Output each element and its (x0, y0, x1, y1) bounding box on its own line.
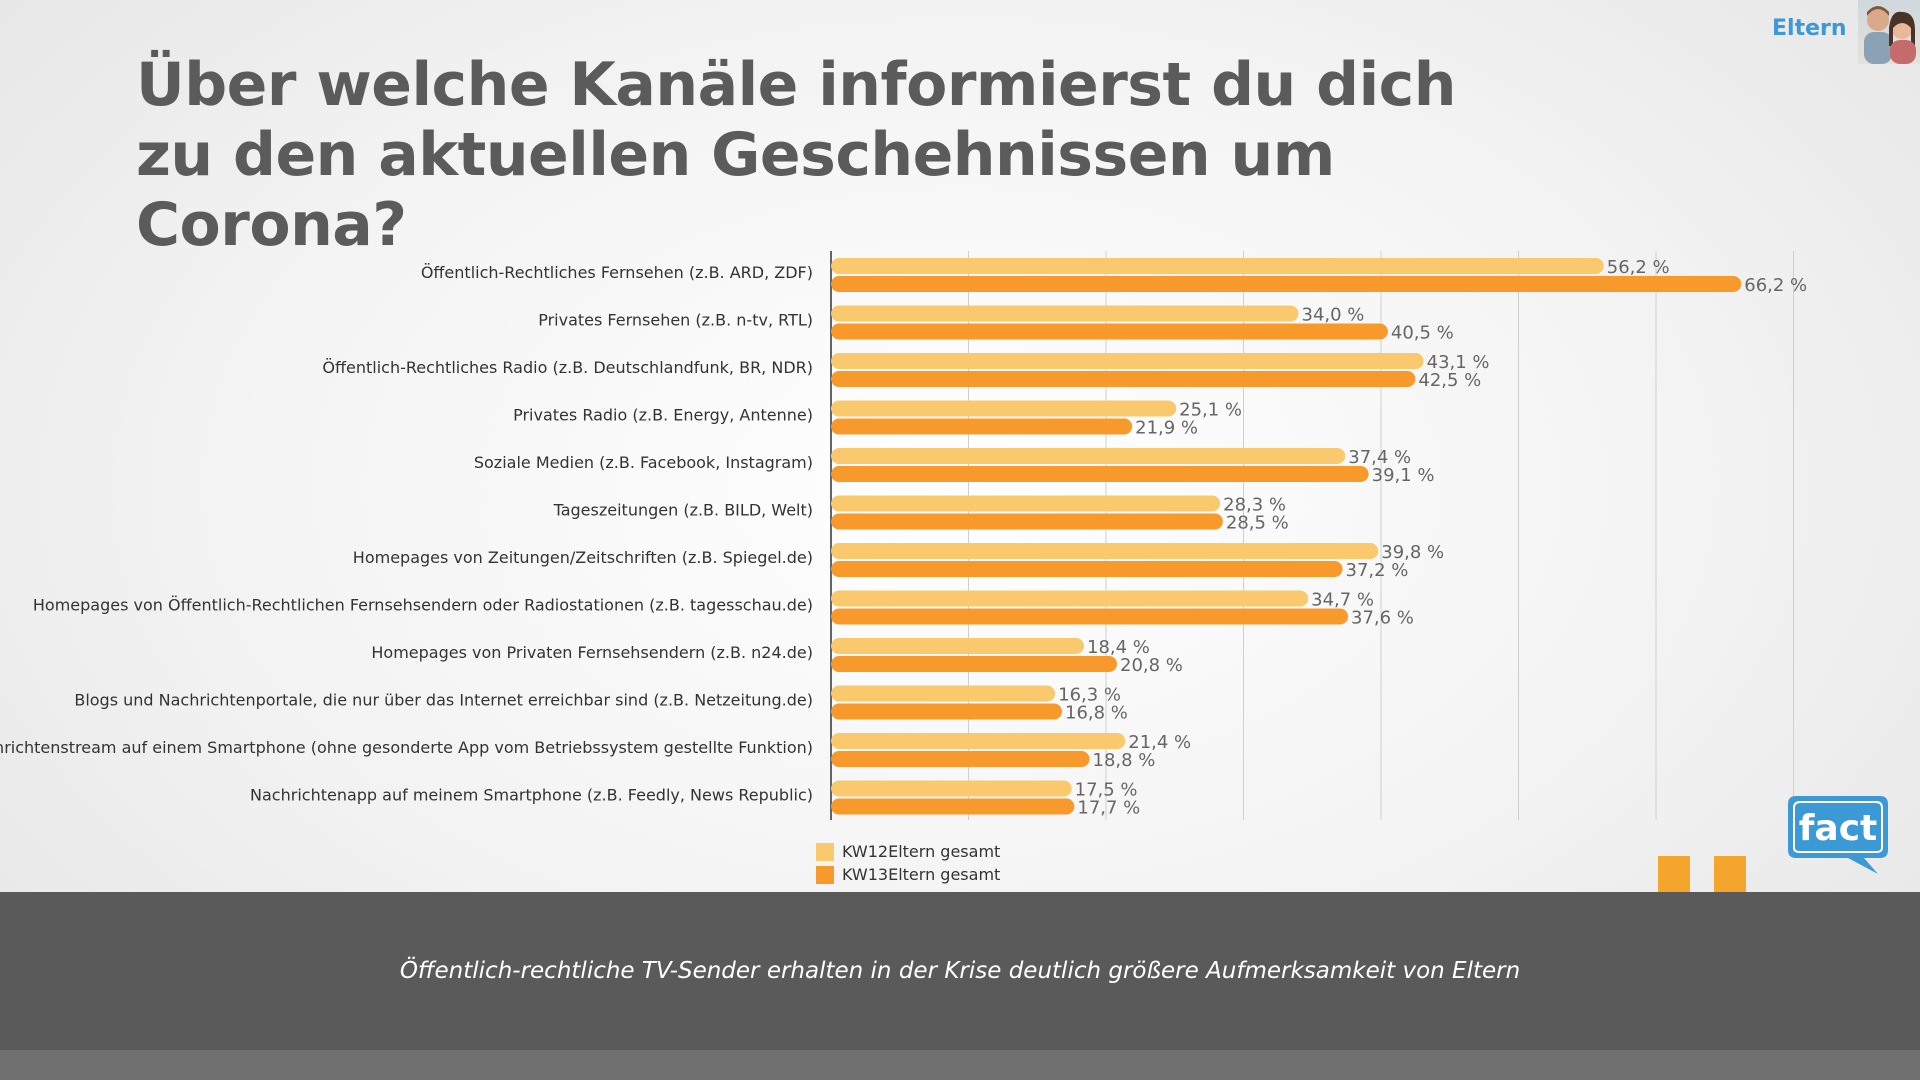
bar-series-2 (831, 371, 1416, 387)
data-label: 40,5 % (1391, 323, 1454, 344)
data-label: 17,7 % (1077, 798, 1140, 819)
bar-series-1 (831, 448, 1346, 464)
bar-series-2 (831, 323, 1388, 340)
bar-series-1 (831, 733, 1126, 749)
bar-series-2 (831, 418, 1133, 435)
legend-label-kw13: KW13Eltern gesamt (842, 865, 1001, 884)
bar-series-1 (831, 353, 1424, 369)
data-label: 16,3 % (1058, 685, 1121, 706)
category-label: Soziale Medien (z.B. Facebook, Instagram… (474, 453, 813, 472)
parents-photo (1858, 0, 1920, 64)
data-label: 25,1 % (1179, 400, 1242, 421)
bar-series-2 (831, 703, 1062, 720)
data-label: 18,4 % (1087, 637, 1150, 658)
bar-series-2 (831, 561, 1343, 577)
data-label: 37,4 % (1348, 447, 1411, 468)
data-label: 28,5 % (1226, 513, 1289, 534)
bar-series-2 (831, 608, 1348, 625)
category-label: Öffentlich-Rechtliches Radio (z.B. Deuts… (322, 358, 813, 377)
banner-quote-text: Öffentlich-rechtliche TV-Sender erhalten… (399, 958, 1521, 984)
bar-chart: Öffentlich-Rechtliches Fernsehen (z.B. A… (0, 251, 1807, 820)
bar-layer (831, 258, 1742, 815)
bar-series-2 (831, 751, 1090, 767)
data-label: 39,1 % (1372, 465, 1435, 486)
grid-layer (830, 251, 1794, 820)
data-label: 42,5 % (1418, 370, 1481, 391)
legend-swatch-kw12 (816, 842, 834, 861)
category-label: Homepages von Öffentlich-Rechtlichen Fer… (33, 596, 813, 615)
data-label: 37,6 % (1351, 608, 1414, 629)
bar-series-1 (831, 495, 1221, 512)
label-layer: Öffentlich-Rechtliches Fernsehen (z.B. A… (0, 257, 1807, 819)
category-label: Nachrichtenstream auf einem Smartphone (… (0, 738, 813, 757)
bar-series-2 (831, 276, 1742, 292)
bar-series-1 (831, 258, 1604, 274)
legend-label-kw12: KW12Eltern gesamt (842, 842, 1001, 861)
chart-legend: KW12Eltern gesamt KW13Eltern gesamt (816, 840, 1000, 886)
bottom-strip (0, 1050, 1920, 1080)
data-label: 34,0 % (1302, 305, 1365, 326)
data-label: 56,2 % (1607, 257, 1670, 278)
bar-series-1 (831, 685, 1056, 702)
data-label: 28,3 % (1223, 495, 1286, 516)
data-label: 43,1 % (1427, 352, 1490, 373)
legend-swatch-kw13 (816, 865, 834, 884)
category-label: Nachrichtenapp auf meinem Smartphone (z.… (250, 786, 813, 805)
data-label: 20,8 % (1120, 655, 1183, 676)
category-label: Privates Fernsehen (z.B. n-tv, RTL) (538, 311, 813, 330)
data-label: 39,8 % (1381, 542, 1444, 563)
data-label: 18,8 % (1093, 750, 1156, 771)
category-label: Homepages von Zeitungen/Zeitschriften (z… (353, 548, 813, 567)
quote-banner: Öffentlich-rechtliche TV-Sender erhalten… (0, 892, 1920, 1050)
bar-series-1 (831, 638, 1084, 654)
page-title: Über welche Kanäle informierst du dich z… (136, 50, 1456, 260)
category-label: Tageszeitungen (z.B. BILD, Welt) (553, 501, 813, 520)
category-label: Öffentlich-Rechtliches Fernsehen (z.B. A… (421, 263, 813, 282)
bar-series-1 (831, 400, 1177, 417)
data-label: 16,8 % (1065, 703, 1128, 724)
bar-series-1 (831, 780, 1072, 797)
data-label: 21,4 % (1128, 732, 1191, 753)
category-label: Homepages von Privaten Fernsehsendern (z… (371, 643, 813, 662)
data-label: 66,2 % (1744, 275, 1807, 296)
bar-series-1 (831, 590, 1309, 607)
legend-item-kw13: KW13Eltern gesamt (816, 863, 1000, 886)
bar-series-2 (831, 798, 1075, 815)
brand-label: Eltern (1772, 16, 1847, 41)
bar-series-1 (831, 305, 1299, 322)
bar-series-1 (831, 543, 1379, 559)
bar-series-2 (831, 513, 1223, 530)
data-label: 17,5 % (1075, 780, 1138, 801)
data-label: 21,9 % (1135, 418, 1198, 439)
data-label: 37,2 % (1346, 560, 1409, 581)
category-label: Privates Radio (z.B. Energy, Antenne) (513, 406, 813, 425)
fact-logo: fact (1786, 794, 1890, 876)
bar-series-2 (831, 466, 1369, 482)
data-label: 34,7 % (1311, 590, 1374, 611)
category-label: Blogs und Nachrichtenportale, die nur üb… (74, 691, 813, 710)
legend-item-kw12: KW12Eltern gesamt (816, 840, 1000, 863)
fact-logo-text: fact (1799, 808, 1878, 849)
bar-series-2 (831, 656, 1117, 672)
